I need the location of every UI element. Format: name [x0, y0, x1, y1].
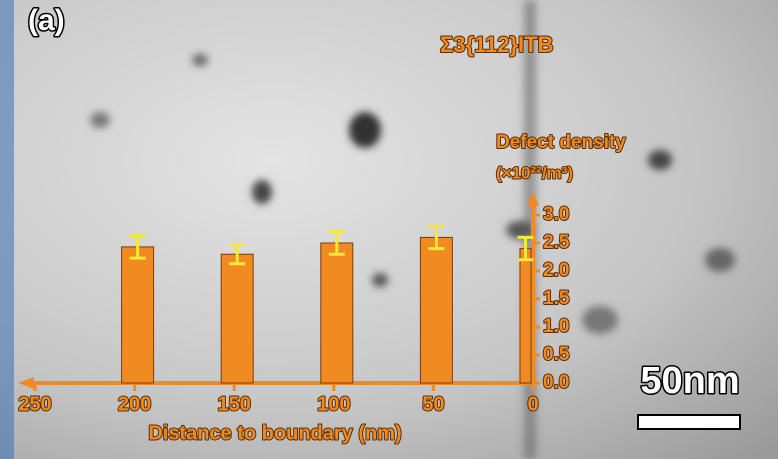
x-tick-label: 150 [218, 393, 251, 415]
bar [121, 246, 155, 384]
bar [220, 253, 254, 384]
x-axis-title: Distance to boundary (nm) [148, 422, 401, 444]
bar [320, 242, 354, 384]
y-axis-unit: (×10²²/m³) [496, 163, 573, 182]
x-tick-label: 50 [422, 393, 444, 415]
x-tick-label: 250 [18, 393, 51, 415]
y-tick-label: 1.5 [543, 288, 570, 309]
micrograph-texture [90, 0, 735, 459]
y-tick-label: 0.5 [543, 344, 570, 365]
bar [419, 236, 453, 384]
y-tick-label: 3.0 [543, 204, 569, 225]
x-tick-label: 0 [527, 393, 538, 415]
bar [519, 248, 532, 384]
scale-bar-label: 50nm [640, 360, 739, 402]
panel-label: (a) [28, 4, 65, 37]
scale-bar [637, 414, 741, 430]
x-tick-label: 100 [317, 393, 350, 415]
error-bar [129, 234, 146, 260]
x-axis-arrow [18, 377, 34, 389]
x-tick-label: 200 [118, 393, 151, 415]
y-tick-label: 2.5 [543, 232, 570, 253]
error-bar [328, 230, 345, 256]
y-axis-arrow [527, 192, 539, 206]
annotation: Σ3{112}ITB [440, 32, 554, 57]
error-bar [229, 243, 246, 266]
error-bar [428, 224, 445, 251]
y-tick-label: 2.0 [543, 260, 569, 281]
y-tick-label: 1.0 [543, 316, 569, 337]
y-tick-label: 0.0 [543, 372, 569, 393]
y-axis-title: Defect density [496, 132, 626, 153]
edge-strip [0, 0, 14, 459]
error-bar [517, 235, 534, 262]
